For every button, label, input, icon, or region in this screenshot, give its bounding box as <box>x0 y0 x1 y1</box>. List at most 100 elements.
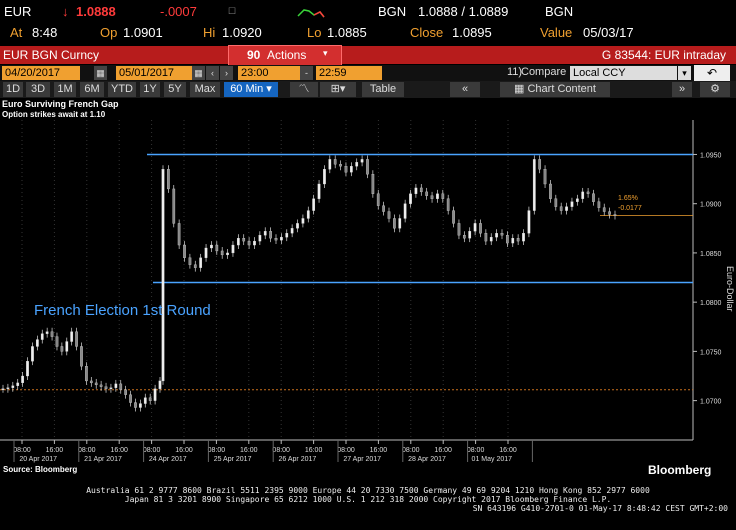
table-button[interactable]: Table <box>362 82 404 97</box>
candle-body <box>263 231 267 236</box>
double-right-icon[interactable]: » <box>672 82 692 97</box>
range-ytd-button[interactable]: YTD <box>108 82 136 97</box>
currency-select[interactable]: Local CCY <box>570 66 677 80</box>
candle-body <box>290 228 294 234</box>
chevron-down-icon[interactable]: ▾ <box>678 66 691 80</box>
close-value: 1.0895 <box>452 25 492 40</box>
compare-label[interactable]: Compare <box>521 66 567 78</box>
candle-body <box>21 375 24 384</box>
candle-body <box>554 198 558 207</box>
range-6m-button[interactable]: 6M <box>80 82 104 97</box>
candle-body <box>398 218 402 229</box>
actions-menu-button[interactable]: 90 Actions ▾ <box>228 45 342 67</box>
candle-body <box>468 231 472 239</box>
start-date-input[interactable]: 04/20/2017 <box>2 66 80 80</box>
price-chart[interactable]: 1.0700 1.0750 1.0800 1.0850 1.0900 1.0950 08:… <box>0 98 736 486</box>
range-1y-button[interactable]: 1Y <box>140 82 160 97</box>
y-tick-label: 1.0800 <box>700 300 722 307</box>
x-tick-label: 16:00 <box>434 447 452 454</box>
gear-icon[interactable]: ⚙ <box>700 82 730 97</box>
candle-body <box>6 387 10 389</box>
candle-body <box>226 252 229 256</box>
double-left-icon[interactable]: « <box>450 82 480 97</box>
candle-body <box>158 380 162 389</box>
back-arrow-icon[interactable]: ↶ <box>694 65 730 81</box>
candle-body <box>177 223 181 246</box>
candle-body <box>1 388 5 390</box>
x-tick-label: 16:00 <box>370 447 388 454</box>
candle-body <box>134 402 137 408</box>
x-date-label: 01 May 2017 <box>472 456 513 463</box>
candle-body <box>94 382 98 386</box>
calendar-icon[interactable]: ▦ <box>94 66 107 80</box>
candle-body <box>215 244 219 252</box>
candle-body <box>280 237 283 241</box>
candle-icon[interactable]: ⊞▾ <box>320 82 356 97</box>
candle-body <box>274 238 278 241</box>
candle-body <box>306 210 310 219</box>
range-3d-button[interactable]: 3D <box>26 82 50 97</box>
candle-body <box>484 233 488 242</box>
candle-body <box>344 166 348 173</box>
candle-body <box>538 159 542 170</box>
candle-body <box>199 257 203 268</box>
range-1m-button[interactable]: 1M <box>54 82 76 97</box>
interval-select[interactable]: 60 Min ▾ <box>224 82 278 97</box>
footer: Australia 61 2 9777 8600 Brazil 5511 239… <box>0 486 736 513</box>
candle-body <box>532 159 536 211</box>
candle-body <box>489 237 493 242</box>
candle-body <box>581 191 585 199</box>
candle-body <box>301 218 305 224</box>
candle-body <box>608 211 611 215</box>
chart-content-icon: ▦ <box>514 83 525 95</box>
x-tick-label: 08:00 <box>467 447 485 454</box>
candle-body <box>242 238 246 242</box>
candle-body <box>45 331 49 334</box>
candle-body <box>11 385 15 388</box>
calendar-icon[interactable]: ▦ <box>192 66 205 80</box>
quote-header: EUR ↓ 1.0888 -.0007 ☐ BGN 1.0888 / 1.088… <box>0 0 736 22</box>
sparkline-icon <box>297 9 325 18</box>
next-arrow-icon[interactable]: › <box>220 66 233 80</box>
last-pct-label: 1.65% <box>618 195 638 202</box>
interval-label: 60 Min <box>230 83 264 95</box>
high-label: Hi <box>203 25 216 40</box>
security-name[interactable]: EUR BGN Curncy <box>3 48 100 62</box>
y-axis-label: Euro-Dollar <box>725 266 735 312</box>
level-lines <box>0 153 693 391</box>
candle-body <box>16 382 20 386</box>
candle-body <box>360 159 364 163</box>
candle-body <box>506 235 509 244</box>
candle-body <box>143 397 147 404</box>
chart-content-button[interactable]: ▦ Chart Content <box>500 82 610 97</box>
end-date-input[interactable]: 05/01/2017 <box>116 66 194 80</box>
checkbox-icon[interactable]: ☐ <box>228 6 237 16</box>
candle-body <box>89 380 93 384</box>
candle-body <box>253 240 256 246</box>
range-max-button[interactable]: Max <box>190 82 220 97</box>
candle-body <box>75 331 78 347</box>
candle-body <box>414 187 418 194</box>
open-label: Op <box>100 25 118 40</box>
security-bar: EUR BGN Curncy G 83544: EUR intraday <box>0 46 736 64</box>
candle-body <box>586 191 590 194</box>
candle-body <box>50 331 54 337</box>
candle-body <box>387 211 391 219</box>
candle-body <box>570 201 574 207</box>
end-time-input[interactable]: 22:59 <box>316 66 382 80</box>
prev-arrow-icon[interactable]: ‹ <box>206 66 219 80</box>
chart-subtitle: Option strikes await at 1.10 <box>2 110 106 119</box>
x-tick-label: 16:00 <box>240 447 258 454</box>
candle-body <box>183 244 186 258</box>
start-time-input[interactable]: 23:00 <box>238 66 304 80</box>
x-tick-label: 16:00 <box>110 447 128 454</box>
range-1d-button[interactable]: 1D <box>3 82 23 97</box>
dash-separator: - <box>300 66 313 80</box>
candles <box>1 155 617 412</box>
candle-body <box>339 164 342 167</box>
range-5y-button[interactable]: 5Y <box>164 82 186 97</box>
line-chart-icon[interactable]: 〽 <box>290 82 318 97</box>
x-date-label: 20 Apr 2017 <box>19 456 57 463</box>
open-value: 1.0901 <box>123 25 163 40</box>
ticker: EUR <box>4 4 32 19</box>
